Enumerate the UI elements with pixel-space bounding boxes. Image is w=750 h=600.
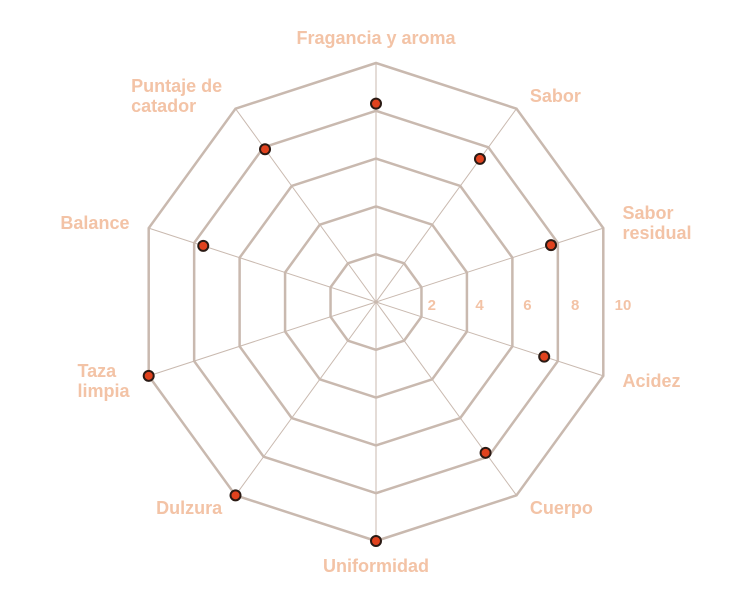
spoke <box>148 227 377 303</box>
data-point <box>259 143 272 156</box>
data-point <box>142 369 155 382</box>
spoke <box>148 301 377 377</box>
r-tick-label: 8 <box>571 297 579 314</box>
grid-ring <box>283 205 469 399</box>
grid-ring <box>238 157 514 447</box>
category-label: Sabor <box>529 85 581 106</box>
data-point <box>370 97 382 110</box>
category-label: Puntaje de catador <box>131 75 223 116</box>
r-tick-label: 2 <box>428 297 436 314</box>
spoke <box>235 301 377 496</box>
category-label: Balance <box>60 213 130 234</box>
category-label: Sabor residual <box>622 203 692 244</box>
spoke <box>375 301 517 496</box>
spoke <box>375 227 604 303</box>
category-label: Fragancia y aroma <box>296 28 456 48</box>
data-point <box>197 239 210 252</box>
category-label: Uniformidad <box>323 556 429 576</box>
r-tick-label: 6 <box>523 297 531 314</box>
spoke <box>235 108 377 303</box>
spoke <box>375 108 517 303</box>
category-label: Taza limpia <box>77 360 130 401</box>
data-point <box>370 535 382 547</box>
data-point <box>473 152 486 165</box>
category-label: Cuerpo <box>529 498 593 519</box>
category-label: Acidez <box>622 370 681 391</box>
grid-ring <box>192 109 560 495</box>
data-point <box>479 446 492 459</box>
spoke <box>375 301 604 377</box>
r-tick-label: 10 <box>615 297 632 314</box>
grid-ring <box>329 252 423 352</box>
data-point <box>538 350 551 363</box>
category-label: Dulzura <box>156 498 223 519</box>
data-point <box>229 489 242 502</box>
data-point <box>545 239 558 252</box>
r-tick-label: 4 <box>475 297 484 314</box>
